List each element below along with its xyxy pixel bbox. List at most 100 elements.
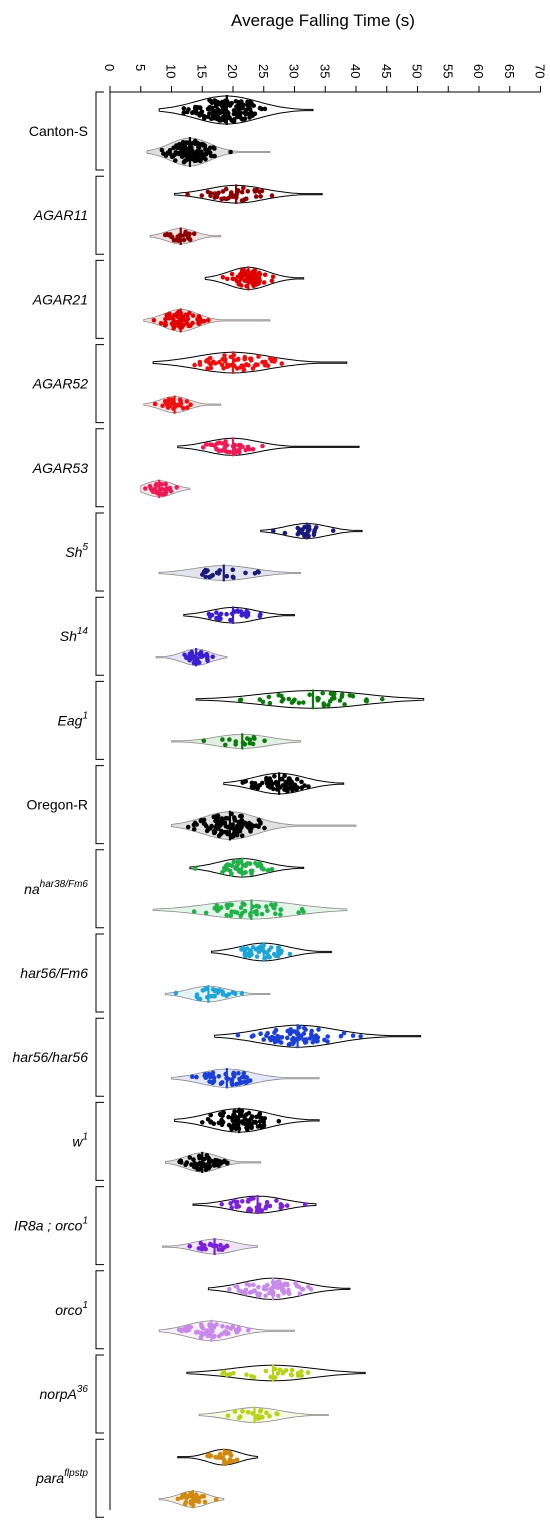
data-point xyxy=(253,194,259,199)
data-point xyxy=(203,986,209,991)
group-bracket xyxy=(95,344,104,424)
data-point xyxy=(203,152,209,157)
data-point xyxy=(248,1196,253,1202)
data-point xyxy=(303,1037,309,1042)
data-point xyxy=(143,486,148,491)
x-tick-label: 70 xyxy=(533,64,548,78)
data-point xyxy=(247,861,253,866)
data-point xyxy=(254,954,260,959)
data-point xyxy=(192,105,198,111)
data-point xyxy=(252,1288,257,1293)
data-point xyxy=(358,1034,363,1039)
data-point xyxy=(198,1335,204,1340)
data-point xyxy=(257,1119,263,1124)
data-point xyxy=(239,990,245,996)
data-point xyxy=(295,785,300,790)
data-point xyxy=(309,1028,315,1034)
data-point xyxy=(199,193,205,198)
data-point xyxy=(308,1286,314,1292)
data-point xyxy=(236,1288,242,1293)
data-point xyxy=(252,909,258,915)
data-point xyxy=(159,147,165,153)
group-label-text: norpA xyxy=(40,1386,77,1402)
data-point xyxy=(249,784,255,789)
group-label: Eag1 xyxy=(58,710,88,728)
data-point xyxy=(286,696,292,702)
data-point xyxy=(256,354,261,359)
data-point xyxy=(245,736,250,741)
data-point xyxy=(280,1370,286,1376)
data-point xyxy=(190,313,196,318)
data-point xyxy=(220,1324,225,1329)
data-point xyxy=(239,817,245,823)
data-point xyxy=(178,146,183,152)
data-point xyxy=(285,1035,290,1041)
group-label: AGAR11 xyxy=(33,207,88,223)
data-point xyxy=(380,696,385,702)
data-point xyxy=(234,1457,240,1463)
data-point xyxy=(287,1031,293,1037)
data-point xyxy=(250,447,256,452)
data-point xyxy=(159,486,165,492)
data-point xyxy=(206,318,211,323)
data-point xyxy=(271,528,276,534)
data-point xyxy=(233,742,238,747)
data-point xyxy=(212,1163,217,1168)
data-point xyxy=(234,1115,239,1120)
data-point xyxy=(283,1368,289,1373)
data-point xyxy=(213,1157,218,1163)
data-point xyxy=(311,532,317,538)
data-point xyxy=(229,1205,234,1210)
data-point xyxy=(212,830,217,836)
data-point xyxy=(217,613,222,618)
group-bracket xyxy=(95,765,104,845)
chart-title: Average Falling Time (s) xyxy=(231,11,415,30)
data-point xyxy=(212,191,218,196)
data-point xyxy=(260,699,266,705)
data-point xyxy=(208,994,214,999)
data-point xyxy=(245,613,251,618)
data-point xyxy=(266,777,271,782)
group-label-text: IR8a ; orco xyxy=(14,1218,83,1234)
data-point xyxy=(244,196,249,201)
data-point xyxy=(224,1372,230,1377)
data-point xyxy=(235,859,240,865)
data-point xyxy=(185,192,190,197)
group-label: Oregon-R xyxy=(27,797,88,813)
data-point xyxy=(253,362,259,367)
data-point xyxy=(226,1122,232,1128)
data-point xyxy=(185,235,191,240)
data-point xyxy=(270,274,276,280)
data-point xyxy=(328,691,334,696)
data-point xyxy=(330,528,336,533)
data-point xyxy=(278,907,284,912)
data-point xyxy=(234,1329,240,1335)
data-point xyxy=(184,1495,189,1501)
data-point xyxy=(260,780,265,786)
data-point xyxy=(237,449,242,455)
x-tick-label: 60 xyxy=(471,64,486,78)
data-point xyxy=(350,693,356,699)
data-point xyxy=(256,824,261,829)
group-label-text: AGAR11 xyxy=(33,207,88,223)
data-point xyxy=(161,151,166,156)
data-point xyxy=(244,608,249,614)
group-bracket xyxy=(95,1186,104,1266)
data-point xyxy=(307,692,313,697)
data-point xyxy=(285,788,290,794)
data-point xyxy=(231,859,236,865)
data-point xyxy=(301,1031,307,1036)
x-tick-label: 40 xyxy=(348,64,363,78)
data-point xyxy=(295,525,301,531)
data-point xyxy=(279,699,285,704)
group-label-text: orco xyxy=(55,1302,82,1318)
data-point xyxy=(207,442,213,447)
data-point xyxy=(231,1070,237,1076)
data-point xyxy=(209,612,215,618)
data-point xyxy=(271,951,277,957)
data-point xyxy=(265,363,271,369)
data-point xyxy=(279,361,285,366)
data-point xyxy=(302,783,307,788)
data-point xyxy=(225,831,230,837)
data-point xyxy=(261,1123,267,1129)
